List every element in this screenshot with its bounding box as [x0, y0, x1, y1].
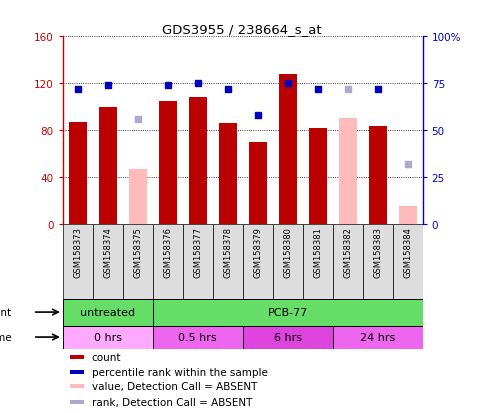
Bar	[70, 400, 85, 404]
Text: GSM158384: GSM158384	[403, 226, 412, 277]
Text: count: count	[92, 352, 121, 362]
Bar	[63, 224, 93, 299]
Bar	[393, 224, 423, 299]
Bar	[249, 142, 267, 224]
Bar	[213, 224, 242, 299]
Bar	[93, 224, 123, 299]
Text: GSM158373: GSM158373	[73, 226, 82, 277]
Bar	[70, 385, 85, 389]
Text: rank, Detection Call = ABSENT: rank, Detection Call = ABSENT	[92, 397, 252, 407]
Bar	[189, 98, 207, 224]
Bar	[183, 224, 213, 299]
Bar	[398, 206, 417, 224]
Text: percentile rank within the sample: percentile rank within the sample	[92, 367, 268, 377]
Bar	[242, 326, 333, 349]
Text: 24 hrs: 24 hrs	[360, 332, 395, 342]
Bar	[279, 75, 297, 224]
Bar	[339, 119, 356, 224]
Bar	[369, 127, 386, 224]
Text: GSM158381: GSM158381	[313, 226, 322, 277]
Bar	[333, 224, 363, 299]
Bar	[153, 299, 423, 326]
Text: untreated: untreated	[80, 307, 135, 317]
Text: GSM158375: GSM158375	[133, 226, 142, 277]
Bar	[63, 326, 153, 349]
Bar	[242, 224, 273, 299]
Bar	[70, 370, 85, 374]
Bar	[333, 326, 423, 349]
Bar	[219, 123, 237, 224]
Bar	[159, 102, 177, 224]
Bar	[123, 224, 153, 299]
Text: GSM158378: GSM158378	[223, 226, 232, 277]
Text: GSM158382: GSM158382	[343, 226, 352, 277]
Text: GSM158374: GSM158374	[103, 226, 112, 277]
Bar	[69, 122, 87, 224]
Text: agent: agent	[0, 307, 12, 317]
Text: GSM158377: GSM158377	[193, 226, 202, 277]
Text: 6 hrs: 6 hrs	[274, 332, 302, 342]
Text: GSM158380: GSM158380	[283, 226, 292, 277]
Bar	[129, 169, 147, 224]
Text: GSM158376: GSM158376	[163, 226, 172, 277]
Text: 0.5 hrs: 0.5 hrs	[178, 332, 217, 342]
Bar	[70, 355, 85, 359]
Text: GDS3955 / 238664_s_at: GDS3955 / 238664_s_at	[162, 23, 321, 36]
Text: GSM158383: GSM158383	[373, 226, 382, 277]
Bar	[309, 128, 327, 224]
Text: value, Detection Call = ABSENT: value, Detection Call = ABSENT	[92, 382, 257, 392]
Bar	[153, 224, 183, 299]
Bar	[363, 224, 393, 299]
Bar	[99, 107, 117, 224]
Bar	[273, 224, 303, 299]
Text: GSM158379: GSM158379	[253, 226, 262, 277]
Bar	[153, 326, 242, 349]
Bar	[303, 224, 333, 299]
Text: time: time	[0, 332, 12, 342]
Bar	[63, 299, 153, 326]
Text: 0 hrs: 0 hrs	[94, 332, 122, 342]
Text: PCB-77: PCB-77	[268, 307, 308, 317]
